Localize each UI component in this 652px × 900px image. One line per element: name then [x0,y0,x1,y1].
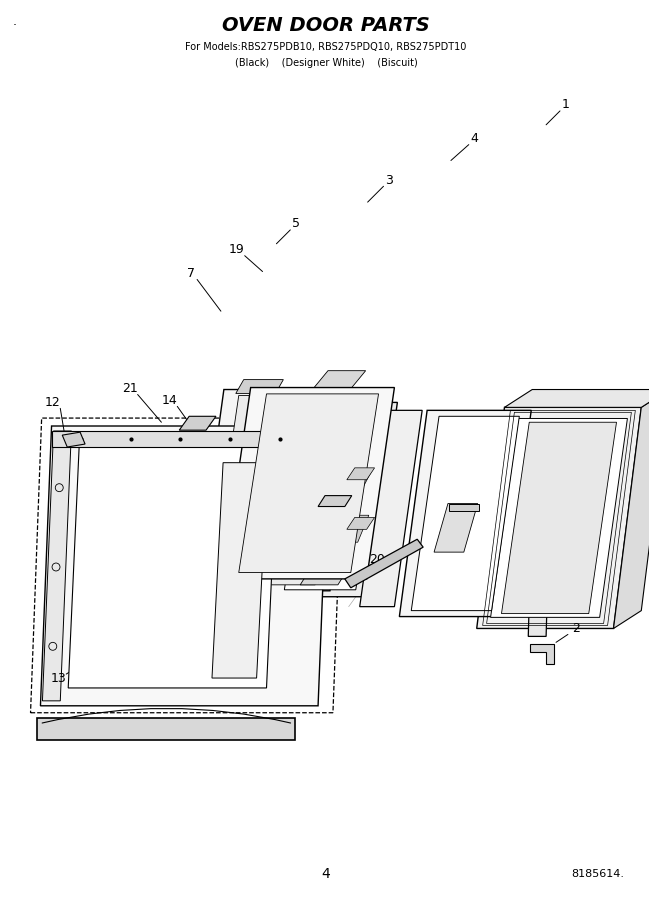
Text: 23: 23 [505,533,520,545]
Text: For Models:RBS275PDB10, RBS275PDQ10, RBS275PDT10: For Models:RBS275PDB10, RBS275PDQ10, RBS… [185,42,467,52]
Text: 20: 20 [370,553,385,565]
Text: 5: 5 [292,218,301,230]
Text: 4: 4 [471,132,479,145]
Polygon shape [68,443,278,688]
Polygon shape [284,410,383,590]
Polygon shape [196,390,358,590]
Text: 3: 3 [385,174,393,187]
Text: .: . [12,15,17,28]
Polygon shape [400,410,531,616]
Text: 21: 21 [122,382,138,395]
Text: 13: 13 [50,671,66,685]
Polygon shape [449,503,479,511]
Text: 1: 1 [562,98,570,112]
Polygon shape [40,426,329,706]
Polygon shape [342,515,369,542]
Text: (Black)    (Designer White)    (Biscuit): (Black) (Designer White) (Biscuit) [235,58,417,68]
Polygon shape [360,410,422,607]
Polygon shape [37,717,295,740]
Polygon shape [411,417,520,610]
Text: 4: 4 [321,868,331,881]
Polygon shape [42,431,71,701]
Text: 12: 12 [44,396,60,409]
Polygon shape [614,390,652,628]
Text: 14: 14 [162,394,177,407]
Polygon shape [347,468,375,480]
Text: 19: 19 [229,243,244,256]
Text: 7: 7 [187,267,195,280]
Polygon shape [530,644,554,664]
Polygon shape [528,461,551,636]
FancyArrowPatch shape [42,708,291,723]
Text: OVEN DOOR PARTS: OVEN DOOR PARTS [222,16,430,35]
Polygon shape [318,496,352,507]
Text: 24: 24 [491,485,507,498]
Polygon shape [271,402,397,597]
Polygon shape [223,388,394,579]
Polygon shape [477,408,642,628]
Text: 8185614.: 8185614. [571,869,624,879]
Polygon shape [239,394,379,572]
Text: 2: 2 [572,622,580,635]
Polygon shape [52,431,329,446]
Polygon shape [212,463,268,678]
Polygon shape [300,371,366,404]
Polygon shape [179,417,216,430]
Polygon shape [434,503,478,552]
Polygon shape [236,380,284,393]
Polygon shape [345,539,423,588]
Polygon shape [505,390,652,408]
Polygon shape [501,422,617,614]
Polygon shape [300,572,346,585]
Polygon shape [490,418,627,617]
Polygon shape [63,432,85,447]
Polygon shape [342,471,372,498]
Polygon shape [347,518,375,529]
Polygon shape [211,395,343,585]
Polygon shape [31,418,344,713]
Polygon shape [236,504,301,526]
Text: 14: 14 [301,482,316,494]
